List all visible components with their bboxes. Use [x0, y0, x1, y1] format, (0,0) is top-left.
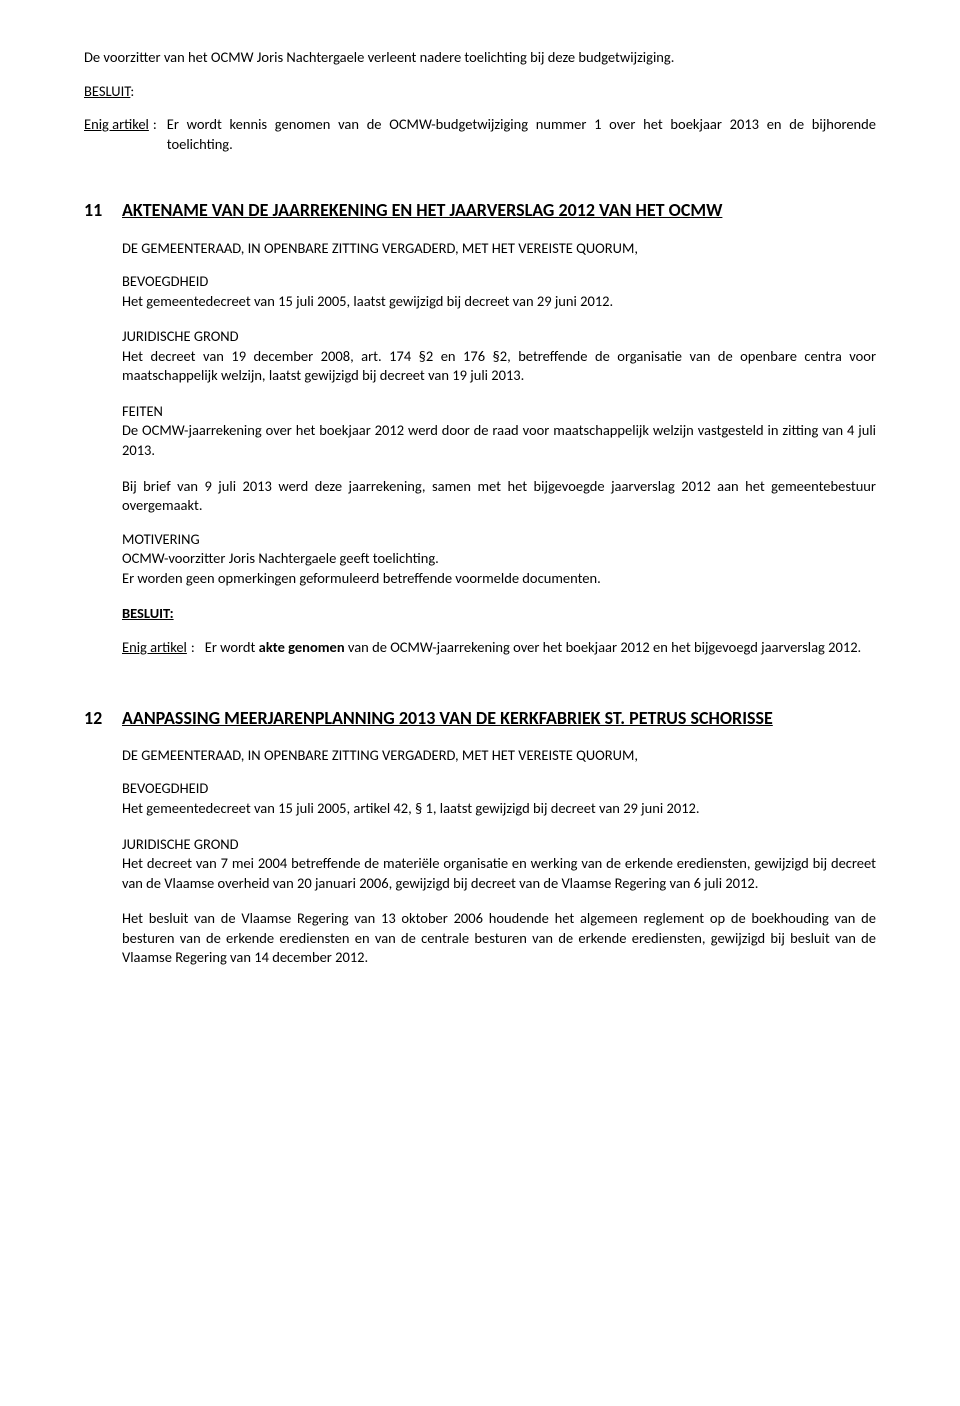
section-12-header: 12 AANPASSING MEERJARENPLANNING 2013 VAN… [84, 706, 876, 730]
enig-colon: : [153, 115, 167, 135]
bevoegdheid-block-12: BEVOEGDHEID Het gemeentedecreet van 15 j… [122, 779, 876, 818]
besluit-underline: BESLUIT [84, 82, 130, 100]
intro-block: De voorzitter van het OCMW Joris Nachter… [84, 48, 876, 154]
juridische-block-12: JURIDISCHE GROND Het decreet van 7 mei 2… [122, 835, 876, 894]
section-11-body: DE GEMEENTERAAD, IN OPENBARE ZITTING VER… [84, 239, 876, 658]
section-11-title: AKTENAME VAN DE JAARREKENING EN HET JAAR… [122, 198, 876, 222]
besluit-label: BESLUIT: [84, 82, 876, 102]
enig-label-11: Enig artikel [122, 638, 191, 658]
besluit-label-11: BESLUIT: [122, 604, 876, 624]
bevoegdheid-heading-12: BEVOEGDHEID [122, 779, 876, 799]
enig-body: Er wordt kennis genomen van de OCMW-budg… [167, 115, 876, 154]
section-12-title: AANPASSING MEERJARENPLANNING 2013 VAN DE… [122, 706, 876, 730]
juridische-text: Het decreet van 19 december 2008, art. 1… [122, 347, 876, 386]
quorum-text-12: DE GEMEENTERAAD, IN OPENBARE ZITTING VER… [122, 746, 876, 766]
feiten-text-2: Bij brief van 9 juli 2013 werd deze jaar… [122, 477, 876, 516]
besluit-underline-11: BESLUIT: [122, 604, 174, 622]
enig-body-11: Er wordt akte genomen van de OCMW-jaarre… [205, 638, 876, 658]
enig-artikel-row: Enig artikel : Er wordt kennis genomen v… [84, 115, 876, 154]
bevoegdheid-text: Het gemeentedecreet van 15 juli 2005, la… [122, 292, 876, 312]
bevoegdheid-text-12: Het gemeentedecreet van 15 juli 2005, ar… [122, 799, 876, 819]
section-12-num: 12 [84, 706, 122, 730]
feiten-block: FEITEN De OCMW-jaarrekening over het boe… [122, 402, 876, 461]
feiten-text-1: De OCMW-jaarrekening over het boekjaar 2… [122, 421, 876, 460]
bevoegdheid-heading: BEVOEGDHEID [122, 272, 876, 292]
enig-post: van de OCMW-jaarrekening over het boekja… [345, 638, 862, 656]
section-12-body: DE GEMEENTERAAD, IN OPENBARE ZITTING VER… [84, 746, 876, 968]
enig-colon-11: : [191, 638, 205, 658]
motivering-block: MOTIVERING OCMW-voorzitter Joris Nachter… [122, 530, 876, 589]
page-container: De voorzitter van het OCMW Joris Nachter… [0, 0, 960, 1406]
intro-paragraph: De voorzitter van het OCMW Joris Nachter… [84, 48, 876, 68]
motivering-text-1: OCMW-voorzitter Joris Nachtergaele geeft… [122, 549, 876, 569]
feiten-heading: FEITEN [122, 402, 876, 422]
enig-artikel-row-11: Enig artikel : Er wordt akte genomen van… [122, 638, 876, 658]
quorum-text: DE GEMEENTERAAD, IN OPENBARE ZITTING VER… [122, 239, 876, 259]
section-11-num: 11 [84, 198, 122, 222]
bevoegdheid-block: BEVOEGDHEID Het gemeentedecreet van 15 j… [122, 272, 876, 311]
enig-bold: akte genomen [259, 638, 345, 656]
juridische-text-12b: Het besluit van de Vlaamse Regering van … [122, 909, 876, 968]
enig-pre: Er wordt [205, 638, 259, 656]
enig-label: Enig artikel [84, 115, 153, 135]
motivering-heading: MOTIVERING [122, 530, 876, 550]
juridische-block: JURIDISCHE GROND Het decreet van 19 dece… [122, 327, 876, 386]
juridische-text-12a: Het decreet van 7 mei 2004 betreffende d… [122, 854, 876, 893]
motivering-text-2: Er worden geen opmerkingen geformuleerd … [122, 569, 876, 589]
section-11-header: 11 AKTENAME VAN DE JAARREKENING EN HET J… [84, 198, 876, 222]
juridische-heading-12: JURIDISCHE GROND [122, 835, 876, 855]
juridische-heading: JURIDISCHE GROND [122, 327, 876, 347]
